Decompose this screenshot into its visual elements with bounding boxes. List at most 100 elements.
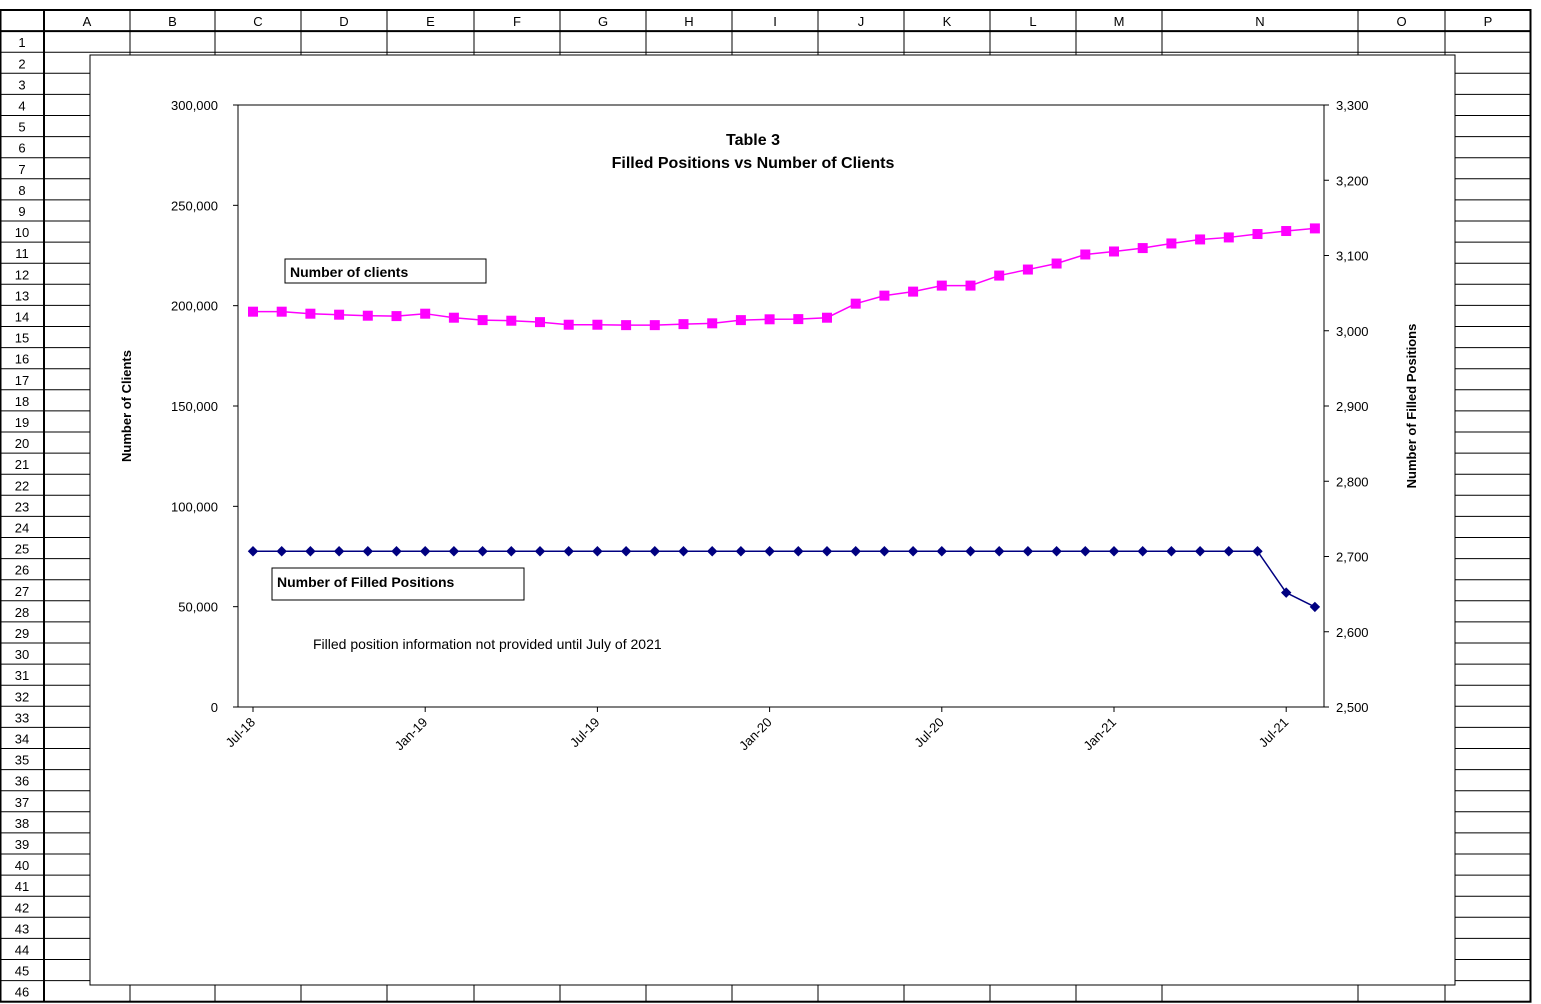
row-header-12[interactable]: 12 — [15, 267, 29, 282]
row-header-25[interactable]: 25 — [15, 542, 29, 557]
data-point-diamond — [305, 546, 316, 557]
data-point-diamond — [965, 546, 976, 557]
data-point-diamond — [1223, 546, 1235, 557]
row-header-32[interactable]: 32 — [15, 689, 29, 704]
row-header-15[interactable]: 15 — [15, 331, 29, 346]
data-point-diamond — [1108, 546, 1120, 557]
y-axis-left: 0 50,000 100,000 150,000 200,000 250,000 300,0… — [171, 98, 238, 715]
row-header-36[interactable]: 36 — [15, 774, 29, 789]
row-header-18[interactable]: 18 — [15, 394, 29, 409]
legend-label-filled-positions: Number of Filled Positions — [277, 574, 455, 590]
data-point-square — [420, 308, 431, 319]
data-point-diamond — [1280, 587, 1292, 598]
data-point-diamond — [620, 546, 632, 557]
row-header-44[interactable]: 44 — [15, 943, 29, 958]
column-header-h[interactable]: H — [684, 14, 693, 29]
column-header-l[interactable]: L — [1029, 14, 1036, 29]
y-right-tick-label: 2,600 — [1336, 625, 1369, 640]
row-header-39[interactable]: 39 — [15, 837, 29, 852]
data-point-square — [276, 306, 287, 317]
row-header-40[interactable]: 40 — [15, 858, 29, 873]
data-point-square — [936, 280, 947, 291]
legend-label-clients: Number of clients — [290, 264, 408, 280]
data-point-square — [707, 318, 718, 329]
row-header-11[interactable]: 11 — [15, 246, 29, 261]
data-point-square — [305, 308, 316, 319]
chart-subtitle: Filled Positions vs Number of Clients — [612, 155, 895, 172]
data-point-diamond — [362, 546, 374, 557]
row-header-29[interactable]: 29 — [15, 626, 29, 641]
row-header-46[interactable]: 46 — [15, 985, 29, 1000]
row-header-3[interactable]: 3 — [18, 77, 25, 92]
data-point-diamond — [821, 546, 833, 557]
column-header-c[interactable]: C — [253, 14, 262, 29]
row-header-14[interactable]: 14 — [15, 310, 29, 325]
data-point-diamond — [563, 546, 574, 557]
row-header-30[interactable]: 30 — [15, 647, 29, 662]
y-left-tick-label: 50,000 — [178, 600, 218, 615]
column-header-n[interactable]: N — [1255, 14, 1264, 29]
row-header-27[interactable]: 27 — [15, 584, 29, 599]
data-point-diamond — [649, 546, 661, 557]
row-header-19[interactable]: 19 — [15, 415, 29, 430]
data-point-diamond — [391, 546, 402, 557]
row-header-28[interactable]: 28 — [15, 605, 29, 620]
row-header-1[interactable]: 1 — [18, 35, 25, 50]
row-header-24[interactable]: 24 — [15, 521, 29, 536]
data-point-square — [850, 298, 861, 309]
y-left-tick-label: 200,000 — [171, 299, 218, 314]
row-header-26[interactable]: 26 — [15, 563, 29, 578]
column-header-g[interactable]: G — [598, 14, 608, 29]
row-header-35[interactable]: 35 — [15, 753, 29, 768]
row-header-10[interactable]: 10 — [15, 225, 29, 240]
data-point-diamond — [678, 546, 689, 557]
row-header-2[interactable]: 2 — [18, 56, 25, 71]
row-header-45[interactable]: 45 — [15, 964, 29, 979]
row-header-8[interactable]: 8 — [18, 183, 25, 198]
row-header-13[interactable]: 13 — [15, 288, 29, 303]
column-header-f[interactable]: F — [513, 14, 521, 29]
column-header-k[interactable]: K — [943, 14, 952, 29]
row-header-22[interactable]: 22 — [15, 478, 29, 493]
row-header-21[interactable]: 21 — [15, 457, 29, 472]
data-point-square — [879, 290, 890, 301]
data-point-diamond — [735, 546, 747, 557]
row-header-42[interactable]: 42 — [15, 900, 29, 915]
column-header-b[interactable]: B — [168, 14, 177, 29]
row-header-5[interactable]: 5 — [18, 120, 25, 135]
data-point-diamond — [1252, 546, 1263, 557]
row-header-9[interactable]: 9 — [18, 204, 25, 219]
y-right-tick-label: 2,500 — [1336, 700, 1369, 715]
row-header-38[interactable]: 38 — [15, 816, 29, 831]
column-header-m[interactable]: M — [1114, 14, 1125, 29]
data-point-square — [908, 286, 919, 297]
row-header-37[interactable]: 37 — [15, 795, 29, 810]
column-header-o[interactable]: O — [1396, 14, 1406, 29]
row-header-41[interactable]: 41 — [15, 879, 29, 894]
data-point-diamond — [907, 546, 919, 557]
data-point-square — [334, 309, 345, 320]
column-header-i[interactable]: I — [773, 14, 777, 29]
column-header-j[interactable]: J — [858, 14, 865, 29]
row-header-20[interactable]: 20 — [15, 436, 29, 451]
series-filled-positions — [247, 546, 1321, 613]
row-header-33[interactable]: 33 — [15, 710, 29, 725]
column-header-p[interactable]: P — [1484, 14, 1493, 29]
row-header-31[interactable]: 31 — [15, 668, 29, 683]
row-header-23[interactable]: 23 — [15, 499, 29, 514]
row-header-4[interactable]: 4 — [18, 99, 25, 114]
data-point-square — [1281, 226, 1292, 237]
row-header-16[interactable]: 16 — [15, 352, 29, 367]
row-header-7[interactable]: 7 — [18, 162, 25, 177]
data-point-square — [448, 312, 459, 323]
row-header-34[interactable]: 34 — [15, 732, 29, 747]
row-header-17[interactable]: 17 — [15, 373, 29, 388]
column-header-e[interactable]: E — [426, 14, 435, 29]
column-header-d[interactable]: D — [339, 14, 348, 29]
data-point-diamond — [793, 546, 804, 557]
data-point-square — [1252, 229, 1263, 240]
row-header-43[interactable]: 43 — [15, 921, 29, 936]
row-header-6[interactable]: 6 — [18, 141, 25, 156]
data-point-diamond — [1194, 546, 1206, 557]
column-header-a[interactable]: A — [83, 14, 92, 29]
